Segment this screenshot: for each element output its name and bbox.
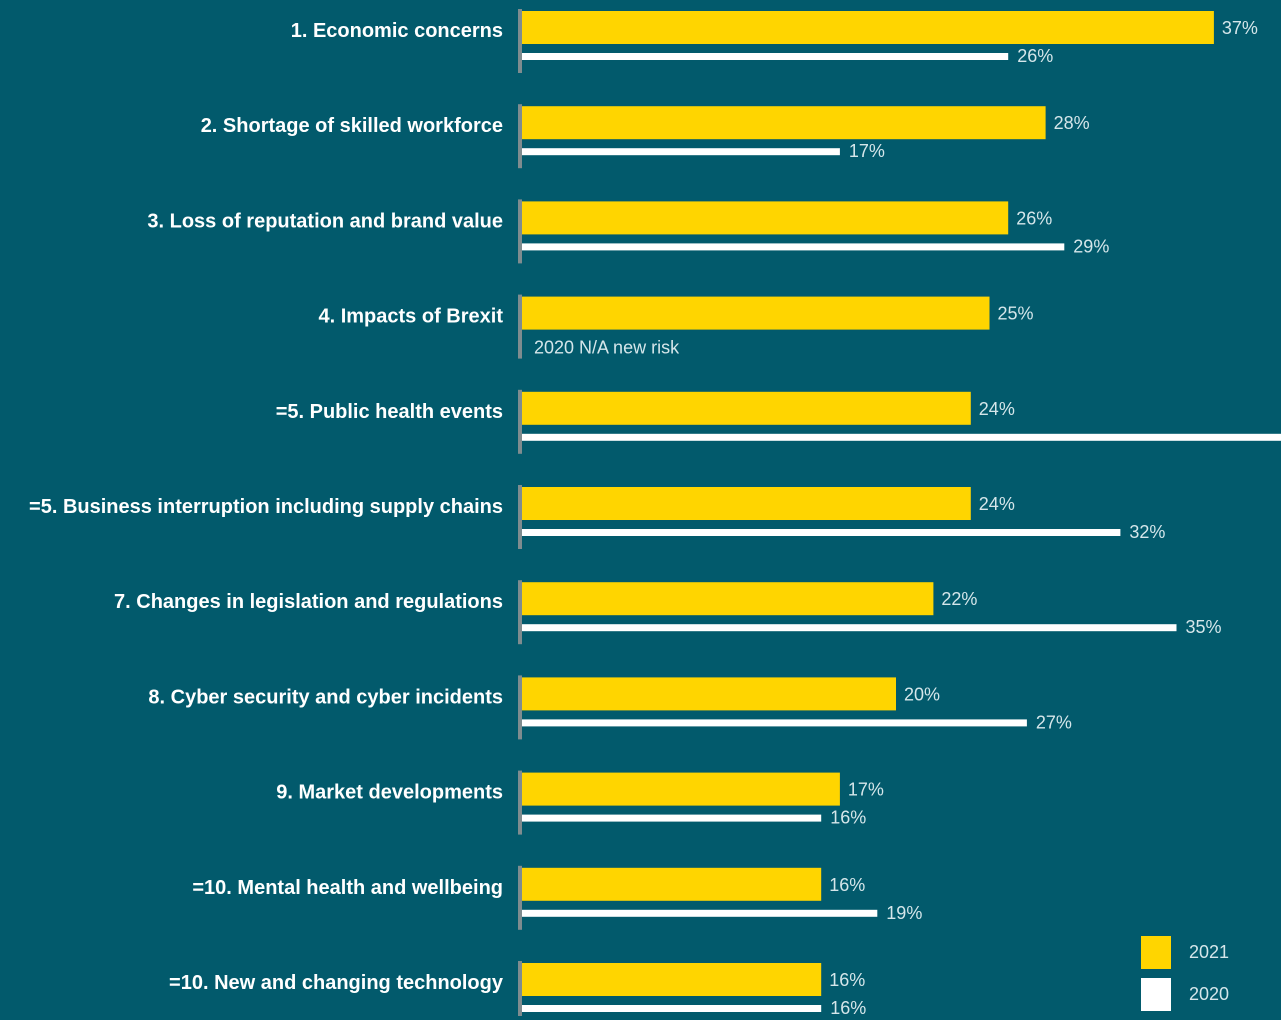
bar-2021 bbox=[522, 487, 971, 520]
bar-2020 bbox=[522, 529, 1121, 536]
legend-item-2021: 2021 bbox=[1141, 936, 1271, 969]
axis-segment bbox=[518, 961, 522, 1016]
bar-2021 bbox=[522, 867, 822, 901]
bar-2021 bbox=[522, 963, 822, 996]
bar-2020 bbox=[522, 1005, 822, 1012]
bar-2021 bbox=[522, 201, 1009, 235]
value-label-2021: 26% bbox=[1016, 208, 1052, 228]
value-label-2021: 25% bbox=[998, 304, 1034, 324]
legend-swatch-2021 bbox=[1141, 936, 1171, 969]
bar-2020 bbox=[522, 719, 1027, 727]
legend-label-2020: 2020 bbox=[1189, 984, 1230, 1004]
category-label: =5. Business interruption including supp… bbox=[29, 496, 503, 518]
bar-2021 bbox=[522, 677, 896, 711]
bar-2020 bbox=[522, 909, 878, 917]
value-label-2020: 16% bbox=[830, 808, 866, 828]
axis-segment bbox=[518, 770, 522, 835]
category-label: 7. Changes in legislation and regulation… bbox=[114, 591, 503, 613]
value-label-2020: 29% bbox=[1073, 236, 1109, 256]
value-label-2020: 27% bbox=[1036, 712, 1072, 732]
bar-2020 bbox=[522, 433, 1281, 441]
value-label-2020: 17% bbox=[849, 141, 885, 161]
legend-swatch-2020 bbox=[1141, 978, 1171, 1011]
axis-segment bbox=[518, 199, 522, 264]
bar-2020 bbox=[522, 814, 822, 822]
bar-2020 bbox=[522, 243, 1065, 251]
value-label-2020: 2020 N/A new risk bbox=[534, 338, 680, 358]
value-label-2020: 35% bbox=[1186, 617, 1222, 637]
bar-2020 bbox=[522, 624, 1177, 632]
category-label: =10. New and changing technology bbox=[169, 972, 504, 994]
value-label-2021: 16% bbox=[829, 875, 865, 895]
axis-segment bbox=[518, 485, 522, 549]
axis-segment bbox=[518, 675, 522, 740]
legend-label-2021: 2021 bbox=[1189, 942, 1230, 962]
value-label-2021: 24% bbox=[979, 399, 1015, 419]
axis-segment bbox=[518, 104, 522, 169]
value-label-2020: 19% bbox=[886, 903, 922, 923]
value-label-2021: 16% bbox=[829, 970, 865, 990]
axis-segment bbox=[518, 865, 522, 930]
axis-segment bbox=[518, 9, 522, 73]
bar-2021 bbox=[522, 296, 990, 330]
category-label: 2. Shortage of skilled workforce bbox=[201, 115, 503, 137]
value-label-2020: 16% bbox=[830, 998, 866, 1016]
legend-item-2020: 2020 bbox=[1141, 978, 1271, 1011]
bar-2021 bbox=[522, 772, 840, 806]
value-label-2021: 17% bbox=[848, 780, 884, 800]
value-label-2021: 24% bbox=[979, 494, 1015, 514]
category-label: 4. Impacts of Brexit bbox=[318, 306, 503, 328]
value-label-2020: 26% bbox=[1017, 46, 1053, 66]
bar-2020 bbox=[522, 148, 840, 156]
axis-segment bbox=[518, 580, 522, 645]
bar-2021 bbox=[522, 11, 1214, 44]
bar-2021 bbox=[522, 106, 1046, 140]
value-label-2021: 28% bbox=[1054, 113, 1090, 133]
value-label-2021: 20% bbox=[904, 684, 940, 704]
category-label: =10. Mental health and wellbeing bbox=[192, 877, 503, 899]
axis-segment bbox=[518, 389, 522, 454]
category-label: =5. Public health events bbox=[276, 401, 503, 423]
value-label-2020: 32% bbox=[1129, 522, 1165, 542]
category-label: 1. Economic concerns bbox=[291, 20, 503, 42]
category-label: 8. Cyber security and cyber incidents bbox=[148, 686, 503, 708]
axis-segment bbox=[518, 294, 522, 359]
value-label-2021: 22% bbox=[941, 589, 977, 609]
category-label: 3. Loss of reputation and brand value bbox=[147, 210, 503, 232]
value-label-2021: 37% bbox=[1222, 18, 1258, 38]
bar-2021 bbox=[522, 582, 934, 616]
legend: 2021 2020 bbox=[1141, 936, 1271, 1020]
category-label: 9. Market developments bbox=[276, 782, 503, 804]
bar-2020 bbox=[522, 53, 1009, 60]
bar-2021 bbox=[522, 391, 971, 425]
